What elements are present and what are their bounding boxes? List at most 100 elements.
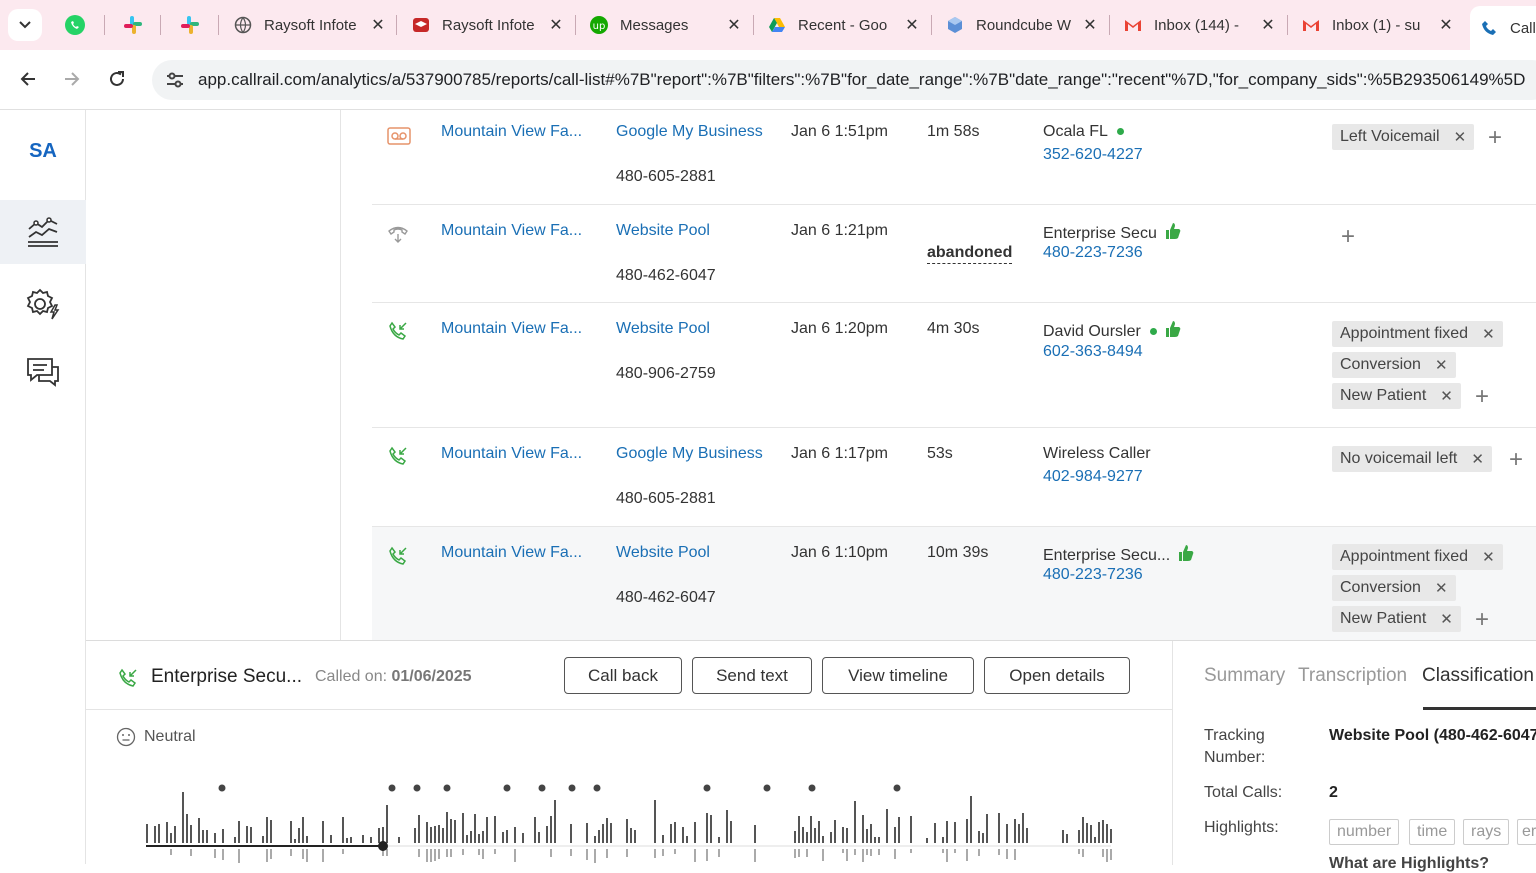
browser-tab[interactable]: Roundcube W ✕ (936, 8, 1108, 42)
caller-phone[interactable]: 602-363-8494 (1043, 343, 1143, 360)
nav-item-analytics[interactable] (0, 200, 86, 264)
tab-transcription[interactable]: Transcription (1298, 665, 1408, 686)
waveform-bar (1106, 824, 1108, 843)
waveform-bar (1094, 837, 1096, 843)
remove-tag-icon[interactable]: ✕ (1482, 326, 1495, 343)
browser-tab-active[interactable]: Call (1470, 6, 1536, 50)
waveform-bar (214, 833, 216, 843)
company-link[interactable]: Mountain View Fa... (441, 320, 583, 337)
call-time: Jan 6 1:51pm (791, 123, 888, 140)
waveform-bar (270, 849, 272, 859)
nav-item-conversations[interactable] (0, 340, 86, 404)
close-icon[interactable]: ✕ (371, 17, 385, 34)
add-tag-button[interactable]: + (1475, 383, 1490, 410)
remove-tag-icon[interactable]: ✕ (1434, 580, 1448, 597)
account-logo[interactable]: SA (29, 140, 57, 162)
browser-tab[interactable]: Raysoft Infote ✕ (402, 8, 574, 42)
source-link[interactable]: Website Pool (616, 544, 710, 561)
caller-phone[interactable]: 480-223-7236 (1043, 244, 1143, 261)
remove-tag-icon[interactable]: ✕ (1453, 129, 1467, 146)
highlight-chip[interactable]: number (1329, 819, 1400, 845)
add-tag-button[interactable]: + (1475, 606, 1490, 633)
remove-tag-icon[interactable]: ✕ (1440, 611, 1453, 628)
tab-search-button[interactable] (8, 9, 42, 41)
forward-button[interactable] (57, 64, 87, 94)
abandoned-label[interactable]: abandoned (927, 244, 1013, 264)
site-settings-icon[interactable] (164, 69, 186, 91)
call-back-button[interactable]: Call back (564, 657, 682, 694)
waveform-marker[interactable] (893, 784, 901, 792)
browser-tab[interactable]: Raysoft Infote ✕ (224, 8, 396, 42)
highlight-chip[interactable]: time (1409, 819, 1456, 845)
waveform-bar (602, 824, 604, 843)
source-link[interactable]: Website Pool (616, 320, 710, 337)
waveform-marker[interactable] (388, 784, 396, 792)
reload-button[interactable] (102, 64, 132, 94)
highlight-chip[interactable]: rays (1463, 819, 1510, 845)
source-link[interactable]: Google My Business (616, 445, 763, 462)
remove-tag-icon[interactable]: ✕ (1434, 357, 1448, 374)
waveform-marker[interactable] (413, 784, 421, 792)
waveform-marker[interactable] (703, 784, 711, 792)
source-link[interactable]: Google My Business (616, 123, 763, 140)
add-tag-button[interactable]: + (1488, 124, 1503, 151)
what-are-highlights-link[interactable]: What are Highlights? (1329, 855, 1489, 872)
view-timeline-button[interactable]: View timeline (822, 657, 974, 694)
caller-phone[interactable]: 402-984-9277 (1043, 468, 1143, 485)
company-link[interactable]: Mountain View Fa... (441, 123, 583, 140)
close-icon[interactable]: ✕ (1083, 17, 1097, 34)
source-link[interactable]: Website Pool (616, 222, 710, 239)
call-row[interactable]: Mountain View Fa... Website Pool 480-462… (372, 205, 1536, 303)
waveform-marker[interactable] (218, 784, 226, 792)
call-row[interactable]: Mountain View Fa... Google My Business 4… (372, 428, 1536, 527)
waveform-bar (362, 835, 364, 843)
close-icon[interactable]: ✕ (1439, 17, 1453, 34)
highlight-chip[interactable]: er (1517, 819, 1536, 845)
company-link[interactable]: Mountain View Fa... (441, 544, 583, 561)
close-icon[interactable]: ✕ (905, 17, 919, 34)
whatsapp-pinned-tab[interactable] (62, 12, 88, 38)
tab-classification[interactable]: Classification (1422, 665, 1534, 686)
open-details-button[interactable]: Open details (984, 657, 1130, 694)
waveform-bar (862, 849, 864, 862)
call-row[interactable]: Mountain View Fa... Website Pool 480-906… (372, 303, 1536, 428)
call-row[interactable]: Mountain View Fa... Google My Business 4… (372, 110, 1536, 205)
browser-tab[interactable]: up Messages ✕ (580, 8, 752, 42)
browser-tab[interactable]: Recent - Goo ✕ (758, 8, 930, 42)
remove-tag-icon[interactable]: ✕ (1482, 549, 1495, 566)
waveform-marker[interactable] (568, 784, 576, 792)
send-text-button[interactable]: Send text (692, 657, 812, 694)
waveform-marker[interactable] (538, 784, 546, 792)
slack-pinned-tab-1[interactable] (120, 12, 146, 38)
tab-summary[interactable]: Summary (1204, 665, 1286, 686)
waveform-bar (818, 821, 820, 843)
close-icon[interactable]: ✕ (727, 17, 741, 34)
waveform-bar (594, 849, 596, 863)
caller-phone[interactable]: 480-223-7236 (1043, 566, 1143, 583)
close-icon[interactable]: ✕ (1261, 17, 1275, 34)
waveform-bar (830, 832, 832, 843)
close-icon[interactable]: ✕ (549, 17, 563, 34)
address-bar[interactable]: app.callrail.com/analytics/a/537900785/r… (152, 60, 1536, 100)
waveform-marker[interactable] (808, 784, 816, 792)
remove-tag-icon[interactable]: ✕ (1440, 388, 1453, 405)
waveform-bar (1022, 813, 1024, 843)
call-audio-waveform[interactable] (136, 781, 1116, 865)
back-button[interactable] (13, 64, 43, 94)
browser-tab[interactable]: Inbox (1) - su ✕ (1292, 8, 1464, 42)
company-link[interactable]: Mountain View Fa... (441, 222, 583, 239)
browser-tab[interactable]: Inbox (144) - ✕ (1114, 8, 1286, 42)
call-row-selected[interactable]: Mountain View Fa... Website Pool 480-462… (372, 527, 1536, 640)
company-link[interactable]: Mountain View Fa... (441, 445, 583, 462)
caller-phone[interactable]: 352-620-4227 (1043, 146, 1143, 163)
add-tag-button[interactable]: + (1341, 223, 1356, 250)
remove-tag-icon[interactable]: ✕ (1471, 451, 1484, 468)
waveform-marker[interactable] (763, 784, 771, 792)
waveform-marker[interactable] (593, 784, 601, 792)
waveform-marker[interactable] (443, 784, 451, 792)
slack-pinned-tab-2[interactable] (177, 12, 203, 38)
nav-item-settings[interactable] (0, 272, 86, 336)
waveform-marker[interactable] (503, 784, 511, 792)
playback-scrubber[interactable] (378, 841, 388, 851)
add-tag-button[interactable]: + (1509, 446, 1524, 473)
